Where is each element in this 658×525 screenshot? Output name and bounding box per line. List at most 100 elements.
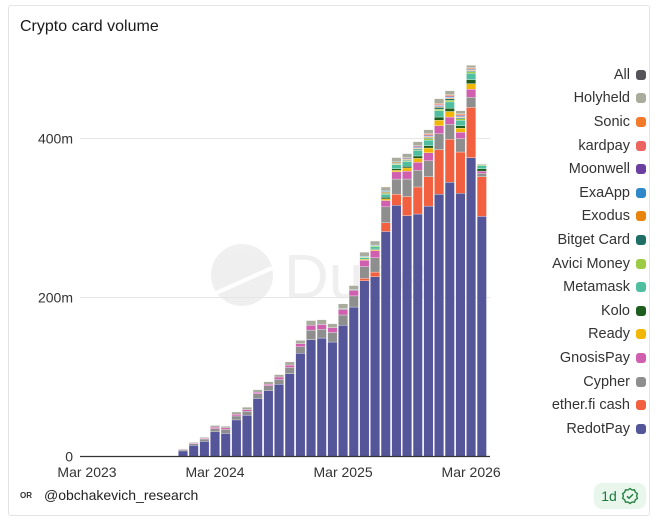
bar-segment-cypher[interactable] xyxy=(274,379,284,385)
bar-segment-holyheld[interactable] xyxy=(402,153,412,158)
bar-segment-redotpay[interactable] xyxy=(370,276,380,457)
bar-segment-cypher[interactable] xyxy=(348,295,359,308)
bar-segment-gnosispay[interactable] xyxy=(359,259,370,267)
bar-stack[interactable] xyxy=(284,361,295,457)
bar-segment-holyheld[interactable] xyxy=(412,141,423,146)
bar-segment-avici-money[interactable] xyxy=(434,108,444,111)
bar-segment-cypher[interactable] xyxy=(295,346,306,354)
bar-segment-gnosispay[interactable] xyxy=(295,343,306,347)
bar-segment-gnosispay[interactable] xyxy=(444,116,455,125)
bar-segment-holyheld[interactable] xyxy=(252,389,263,393)
bar-segment-redotpay[interactable] xyxy=(274,384,284,457)
bar-segment-gnosispay[interactable] xyxy=(263,384,274,386)
bar-segment-gnosispay[interactable] xyxy=(252,391,263,394)
legend-item[interactable]: RedotPay xyxy=(496,417,646,441)
bar-stack[interactable] xyxy=(210,425,220,457)
bar-segment-holyheld[interactable] xyxy=(242,407,252,410)
bar-segment-kolo[interactable] xyxy=(444,108,455,112)
bar-segment-ether-fi-cash[interactable] xyxy=(476,176,487,217)
bar-segment-gnosispay[interactable] xyxy=(476,170,487,174)
bar-segment-cypher[interactable] xyxy=(231,415,242,421)
bar-segment-gnosispay[interactable] xyxy=(220,427,231,430)
bar-segment-avici-money[interactable] xyxy=(444,100,455,103)
bar-segment-cypher[interactable] xyxy=(327,332,338,343)
bar-segment-redotpay[interactable] xyxy=(380,231,391,457)
bar-segment-holyheld[interactable] xyxy=(370,240,380,246)
legend-item[interactable]: ether.fi cash xyxy=(496,393,646,417)
bar-segment-holyheld[interactable] xyxy=(295,340,306,344)
bar-segment-ether-fi-cash[interactable] xyxy=(370,271,380,277)
bar-stack[interactable] xyxy=(370,240,380,457)
bar-segment-ready[interactable] xyxy=(444,111,455,118)
bar-segment-gnosispay[interactable] xyxy=(306,325,316,331)
bar-stack[interactable] xyxy=(359,252,370,457)
bar-segment-gnosispay[interactable] xyxy=(327,327,338,333)
bar-segment-cypher[interactable] xyxy=(210,428,220,433)
bar-segment-avici-money[interactable] xyxy=(455,118,466,121)
bar-segment-gnosispay[interactable] xyxy=(412,162,423,171)
bar-segment-ether-fi-cash[interactable] xyxy=(359,278,370,281)
bar-stack[interactable] xyxy=(476,163,487,457)
bar-segment-cypher[interactable] xyxy=(370,257,380,273)
bar-segment-holyheld[interactable] xyxy=(316,319,327,325)
bar-stack[interactable] xyxy=(391,157,402,457)
bar-segment-gnosispay[interactable] xyxy=(348,290,359,297)
bar-segment-avici-money[interactable] xyxy=(423,138,434,141)
bar-segment-metamask[interactable] xyxy=(466,73,476,80)
bar-stack[interactable] xyxy=(188,442,199,457)
legend-item[interactable]: Kolo xyxy=(496,299,646,323)
legend-item[interactable]: kardpay xyxy=(496,134,646,158)
bar-segment-holyheld[interactable] xyxy=(199,437,210,439)
bar-segment-cypher[interactable] xyxy=(220,429,231,434)
legend-item[interactable]: Holyheld xyxy=(496,87,646,111)
bar-segment-metamask[interactable] xyxy=(359,257,370,260)
bar-stack[interactable] xyxy=(455,110,466,457)
bar-stack[interactable] xyxy=(242,407,252,457)
legend-item[interactable]: Cypher xyxy=(496,370,646,394)
bar-segment-holyheld[interactable] xyxy=(476,163,487,165)
bar-segment-gnosispay[interactable] xyxy=(402,170,412,180)
bar-segment-holyheld[interactable] xyxy=(348,285,359,290)
bar-segment-redotpay[interactable] xyxy=(199,441,210,457)
bar-segment-gnosispay[interactable] xyxy=(423,152,434,161)
legend-item[interactable]: Bitget Card xyxy=(496,228,646,252)
bar-stack[interactable] xyxy=(295,340,306,457)
bar-segment-redotpay[interactable] xyxy=(402,215,412,457)
bar-segment-redotpay[interactable] xyxy=(316,337,327,457)
bar-segment-ready[interactable] xyxy=(402,167,412,172)
legend-item[interactable]: Ready xyxy=(496,323,646,347)
bar-stack[interactable] xyxy=(199,437,210,457)
legend-item[interactable]: Metamask xyxy=(496,275,646,299)
bar-segment-metamask[interactable] xyxy=(370,246,380,250)
bar-segment-gnosispay[interactable] xyxy=(370,250,380,258)
bar-segment-metamask[interactable] xyxy=(412,150,423,157)
bar-stack[interactable] xyxy=(263,381,274,457)
bar-segment-ether-fi-cash[interactable] xyxy=(380,222,391,232)
bar-stack[interactable] xyxy=(231,411,242,457)
bar-segment-ether-fi-cash[interactable] xyxy=(455,151,466,194)
bar-segment-holyheld[interactable] xyxy=(306,320,316,326)
bar-segment-redotpay[interactable] xyxy=(188,445,199,457)
bar-segment-bitget-card[interactable] xyxy=(444,98,455,101)
bar-stack[interactable] xyxy=(338,303,348,457)
bar-segment-holyheld[interactable] xyxy=(380,186,391,192)
bar-stack[interactable] xyxy=(444,90,455,457)
bar-stack[interactable] xyxy=(423,129,434,457)
bar-segment-holyheld[interactable] xyxy=(327,323,338,328)
bar-segment-holyheld[interactable] xyxy=(210,425,220,428)
bar-stack[interactable] xyxy=(252,389,263,457)
bar-segment-ready[interactable] xyxy=(412,158,423,163)
bar-segment-metamask[interactable] xyxy=(423,139,434,146)
bar-segment-ready[interactable] xyxy=(434,120,444,126)
bar-segment-metamask[interactable] xyxy=(380,193,391,198)
bar-segment-redotpay[interactable] xyxy=(231,419,242,457)
bar-segment-redotpay[interactable] xyxy=(242,415,252,457)
bar-segment-redotpay[interactable] xyxy=(284,373,295,457)
bar-segment-gnosispay[interactable] xyxy=(434,125,444,134)
bar-segment-cypher[interactable] xyxy=(380,206,391,223)
bar-segment-holyheld[interactable] xyxy=(444,90,455,95)
bar-stack[interactable] xyxy=(327,323,338,457)
bar-segment-cypher[interactable] xyxy=(338,314,348,326)
bar-segment-cypher[interactable] xyxy=(199,438,210,442)
bar-segment-redotpay[interactable] xyxy=(220,433,231,457)
